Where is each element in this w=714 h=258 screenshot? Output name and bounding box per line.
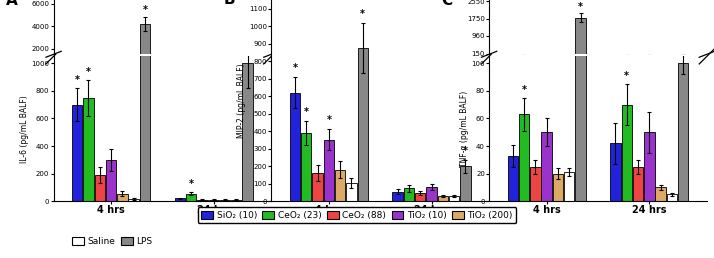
Text: *: * — [75, 75, 80, 85]
Text: *: * — [680, 39, 685, 49]
Bar — [610, 56, 620, 57]
Text: *: * — [624, 71, 629, 81]
Bar — [622, 105, 632, 201]
Bar — [610, 143, 620, 201]
Bar — [541, 56, 552, 57]
Bar — [644, 132, 655, 201]
Text: *: * — [361, 9, 366, 19]
Bar — [186, 194, 196, 201]
Bar — [323, 140, 334, 201]
Text: *: * — [521, 85, 526, 95]
Bar — [530, 167, 540, 201]
Text: C: C — [441, 0, 452, 9]
Bar — [129, 199, 139, 201]
Bar — [644, 56, 655, 57]
Bar — [633, 56, 643, 57]
Bar — [175, 198, 185, 201]
Bar — [312, 173, 323, 201]
Text: *: * — [143, 5, 148, 15]
Bar — [72, 105, 82, 201]
Text: *: * — [245, 26, 250, 36]
Text: *: * — [463, 146, 468, 156]
Bar — [94, 175, 105, 201]
Bar — [84, 63, 94, 71]
Bar — [564, 172, 574, 201]
Bar — [461, 166, 471, 201]
Bar — [208, 200, 219, 201]
Text: *: * — [86, 67, 91, 77]
Bar — [633, 167, 643, 201]
Text: A: A — [6, 0, 17, 9]
Bar — [530, 56, 540, 57]
Bar — [94, 69, 105, 71]
Bar — [393, 192, 403, 201]
Bar — [449, 196, 459, 201]
Bar — [106, 160, 116, 201]
Bar — [301, 133, 311, 201]
Bar — [415, 193, 426, 201]
Bar — [346, 183, 356, 201]
Bar — [197, 200, 208, 201]
Bar — [117, 194, 128, 201]
Text: *: * — [293, 63, 298, 73]
Bar — [140, 0, 150, 201]
Bar — [84, 98, 94, 201]
Bar — [426, 187, 437, 201]
Bar — [678, 55, 688, 57]
Bar — [519, 114, 529, 201]
Bar — [243, 60, 253, 71]
Text: *: * — [578, 2, 583, 12]
Bar — [553, 174, 563, 201]
Bar — [508, 56, 518, 57]
Text: B: B — [223, 0, 235, 7]
Y-axis label: TNF-α (pg/mL BALF): TNF-α (pg/mL BALF) — [460, 91, 468, 167]
Bar — [667, 194, 677, 201]
Y-axis label: MIP-2 (pg/mL BALF): MIP-2 (pg/mL BALF) — [237, 63, 246, 138]
Bar — [335, 170, 346, 201]
Bar — [231, 200, 241, 201]
Bar — [220, 200, 231, 201]
Text: *: * — [188, 179, 193, 189]
Bar — [541, 132, 552, 201]
Bar — [655, 188, 666, 201]
Y-axis label: IL-6 (pg/mL BALF): IL-6 (pg/mL BALF) — [19, 95, 29, 163]
Bar — [678, 63, 688, 201]
Bar — [290, 93, 300, 201]
Bar — [404, 188, 414, 201]
Bar — [622, 55, 632, 57]
Bar — [358, 48, 368, 201]
Bar — [508, 156, 518, 201]
Bar — [140, 24, 150, 71]
Bar — [106, 68, 116, 71]
Bar — [575, 18, 585, 57]
Bar — [519, 55, 529, 57]
Bar — [438, 196, 448, 201]
Legend: Saline, LPS: Saline, LPS — [69, 233, 156, 249]
Bar — [243, 63, 253, 201]
Text: *: * — [303, 107, 308, 117]
Bar — [575, 0, 585, 201]
Text: *: * — [326, 116, 331, 125]
Bar — [72, 63, 82, 71]
